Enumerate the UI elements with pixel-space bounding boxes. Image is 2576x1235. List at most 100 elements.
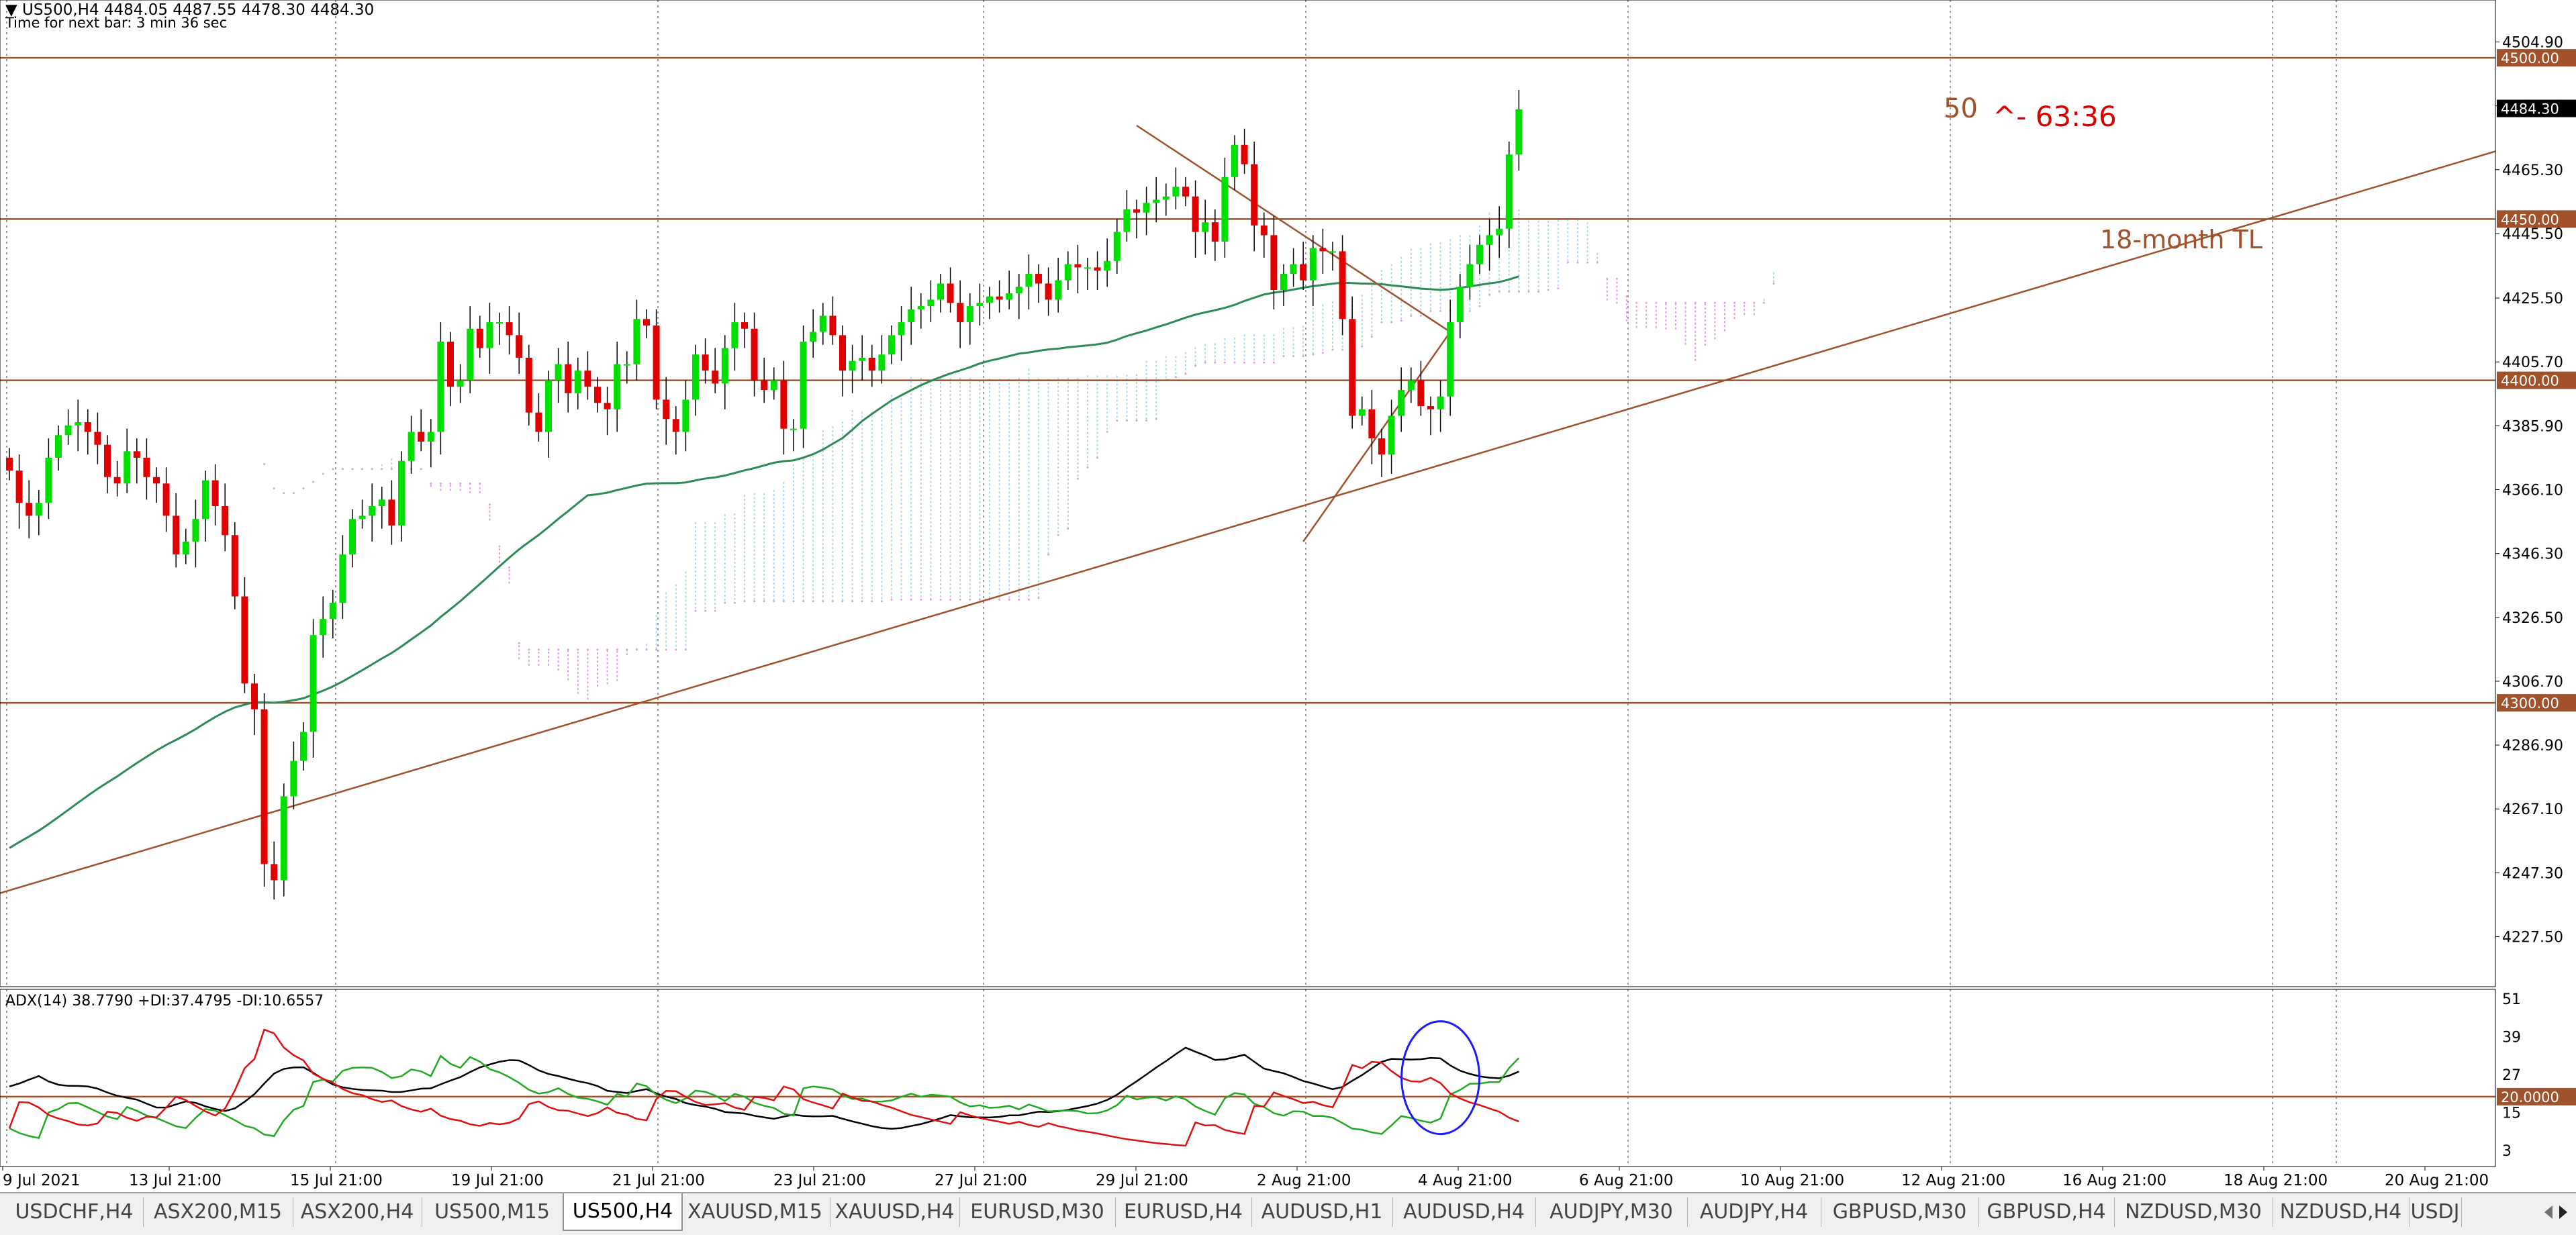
cloud-span-b-dot [547, 648, 550, 651]
cloud-span-b-dot [1067, 528, 1069, 530]
cloud-span-b-dot [1321, 352, 1324, 354]
tab-usdchf-h4[interactable]: USDCHF,H4 [5, 1197, 144, 1227]
candle-body [173, 515, 180, 555]
cloud-span-b-dot [351, 468, 354, 471]
candle-body [1427, 406, 1434, 409]
tab-gbpusd-h4[interactable]: GBPUSD,H4 [1978, 1197, 2115, 1227]
cloud-span-b-dot [1410, 315, 1413, 317]
cloud-span-b-dot [1488, 293, 1491, 296]
candle-body [1153, 199, 1160, 203]
cloud-span-b-dot [459, 482, 462, 485]
tab-us500-h4[interactable]: US500,H4 [563, 1193, 683, 1231]
cloud-span-b-dot [1753, 301, 1756, 304]
tab-nzdusd-m30[interactable]: NZDUSD,M30 [2114, 1197, 2273, 1227]
cloud-span-b-dot [1684, 301, 1687, 304]
y-tick-label: 4306.70 [2502, 674, 2563, 691]
cloud-span-b-dot [1625, 295, 1628, 298]
cloud-span-b-dot [939, 598, 942, 601]
tab-scroll-right-icon[interactable] [2559, 1205, 2567, 1219]
tab-audjpy-m30[interactable]: AUDJPY,M30 [1535, 1197, 1688, 1227]
candle-body [1182, 187, 1189, 197]
tab-audusd-h4[interactable]: AUDUSD,H4 [1392, 1197, 1536, 1227]
candle-body [1407, 380, 1415, 391]
chart-tabs-bar: USDCHF,H4 ASX200,M15 ASX200,H4 US500,M15 US5… [0, 1192, 2576, 1235]
tab-eurusd-h4[interactable]: EURUSD,H4 [1115, 1197, 1252, 1227]
tab-gbpusd-m30[interactable]: GBPUSD,M30 [1821, 1197, 1979, 1227]
tab-asx200-h4[interactable]: ASX200,H4 [293, 1197, 422, 1227]
cloud-span-b-dot [792, 600, 795, 603]
cloud-span-b-dot [537, 648, 540, 651]
annotation-countdown: ^- 63:36 [1993, 100, 2117, 133]
cloud-span-b-dot [1645, 301, 1648, 304]
cloud-span-b-dot [1312, 353, 1315, 356]
cloud-span-b-dot [1380, 321, 1383, 324]
candle-body [339, 554, 346, 603]
adx-y-tick-label: 15 [2502, 1105, 2521, 1122]
cloud-span-b-dot [557, 648, 560, 651]
cloud-span-b-dot [1547, 289, 1549, 291]
cloud-span-b-dot [1282, 355, 1285, 358]
cloud-span-b-dot [1517, 290, 1520, 293]
cloud-span-b-dot [1576, 261, 1579, 264]
cloud-span-b-dot [1341, 348, 1344, 351]
price-chart[interactable]: 4500.00 4450.00 4400.00 4300.00 ADX(14) 38.… [0, 0, 2576, 1192]
candle-body [1368, 409, 1376, 439]
price-level-label: 4300.00 [2501, 695, 2559, 711]
tab-us500-m15[interactable]: US500,M15 [422, 1197, 563, 1227]
cloud-span-b-dot [1253, 361, 1255, 364]
tab-scroll-left-icon[interactable] [2544, 1205, 2553, 1219]
y-tick-label: 4247.30 [2502, 865, 2563, 882]
candle-body [525, 357, 532, 413]
cloud-span-b-dot [1762, 301, 1765, 304]
adx-header: ADX(14) 38.7790 +DI:37.4795 -DI:10.6557 [5, 993, 324, 1009]
cloud-span-b-dot [312, 481, 315, 483]
candle-body [516, 335, 523, 358]
candle-body [143, 457, 150, 477]
tab-audusd-h1[interactable]: AUDUSD,H1 [1251, 1197, 1393, 1227]
cloud-span-b-dot [1566, 261, 1569, 264]
candle-body [1231, 144, 1238, 177]
candle-body [1309, 248, 1317, 281]
tab-usdj[interactable]: USDJ [2409, 1197, 2462, 1227]
cloud-span-b-dot [1361, 345, 1364, 348]
tab-eurusd-m30[interactable]: EURUSD,M30 [959, 1197, 1116, 1227]
annotation-trendline-label: 18-month TL [2100, 225, 2262, 254]
tab-xauusd-h4[interactable]: XAUUSD,H4 [830, 1197, 960, 1227]
candle-body [1015, 287, 1022, 293]
cloud-span-b-dot [302, 487, 305, 490]
candle-body [1123, 209, 1131, 232]
cloud-span-b-dot [1018, 598, 1020, 601]
cloud-span-b-dot [802, 600, 805, 603]
cloud-span-b-dot [263, 463, 266, 466]
cloud-span-b-dot [1047, 553, 1050, 556]
cloud-span-b-dot [1537, 290, 1540, 293]
candle-body [1260, 225, 1268, 236]
candle-body [35, 503, 42, 516]
cloud-span-b-dot [1439, 309, 1442, 312]
adx-y-tick-label: 27 [2502, 1067, 2521, 1084]
cloud-span-b-dot [341, 468, 344, 471]
candle-body [15, 471, 23, 503]
tab-asx200-m15[interactable]: ASX200,M15 [143, 1197, 293, 1227]
cloud-span-b-dot [1596, 261, 1599, 264]
candle-body [1515, 109, 1523, 155]
cloud-span-b-dot [361, 468, 364, 471]
cloud-span-b-dot [714, 609, 716, 612]
candle-body [574, 370, 581, 393]
chart-header: ▼ US500,H4 4484.05 4487.55 4478.30 4484.… [5, 1, 374, 19]
candle-body [1241, 144, 1248, 164]
candle-body [55, 435, 62, 458]
candle-body [506, 322, 513, 336]
tab-audjpy-h4[interactable]: AUDJPY,H4 [1687, 1197, 1821, 1227]
x-tick-label: 21 Jul 21:00 [612, 1172, 705, 1189]
cloud-span-b-dot [978, 598, 981, 601]
candle-body [849, 360, 856, 371]
cloud-span-b-dot [577, 648, 579, 651]
x-tick-label: 9 Jul 2021 [3, 1172, 81, 1189]
tab-nzdusd-h4[interactable]: NZDUSD,H4 [2273, 1197, 2410, 1227]
grid [6, 0, 2337, 1167]
header-triangle-icon: ▼ [5, 1, 22, 19]
y-tick-label: 4445.50 [2502, 226, 2563, 243]
cloud-span-b-dot [1302, 355, 1304, 358]
tab-xauusd-m15[interactable]: XAUUSD,M15 [680, 1197, 830, 1227]
